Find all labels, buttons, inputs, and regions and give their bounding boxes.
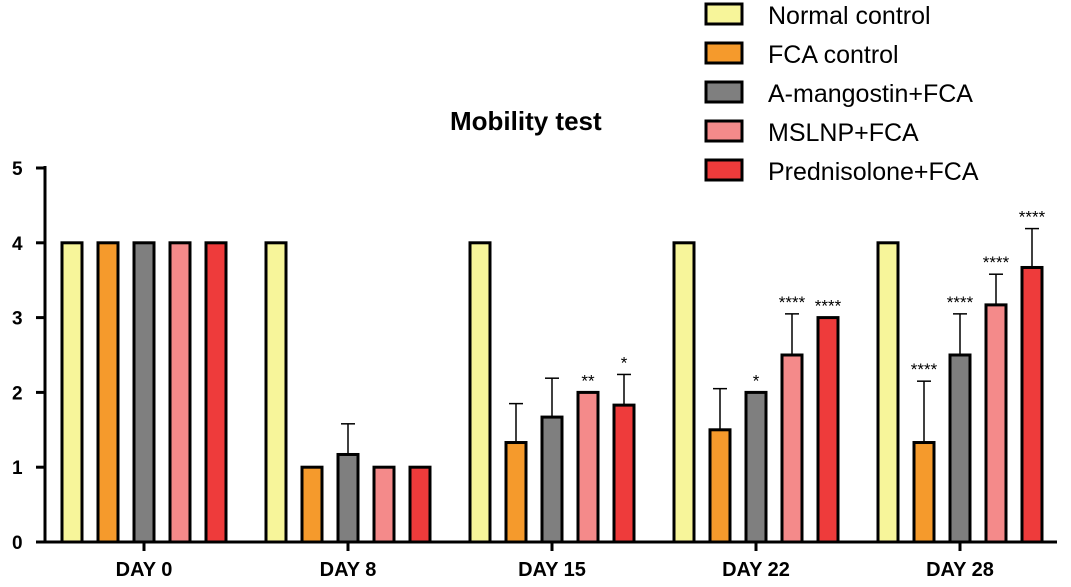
bar bbox=[372, 465, 396, 544]
bar bbox=[612, 403, 636, 544]
legend-label: Normal control bbox=[768, 2, 931, 30]
significance-label: * bbox=[753, 371, 760, 390]
significance-label: **** bbox=[815, 297, 842, 316]
significance-label: **** bbox=[911, 360, 938, 379]
bars: ******** ******************** bbox=[60, 208, 1046, 544]
bar bbox=[408, 465, 432, 544]
legend-swatch bbox=[704, 158, 744, 182]
bar bbox=[912, 441, 936, 544]
x-tick-label: DAY 28 bbox=[926, 559, 994, 581]
x-tick-label: DAY 0 bbox=[116, 559, 173, 581]
y-tick-label: 2 bbox=[12, 383, 23, 404]
legend-swatch bbox=[704, 41, 744, 65]
bar bbox=[744, 390, 768, 544]
bar bbox=[264, 241, 288, 544]
bar bbox=[300, 465, 324, 544]
chart-title: Mobility test bbox=[450, 106, 602, 136]
y-tick-label: 0 bbox=[12, 533, 23, 554]
significance-label: **** bbox=[947, 293, 974, 312]
bar bbox=[540, 415, 564, 544]
y-tick-label: 1 bbox=[12, 458, 23, 479]
legend-label: A-mangostin+FCA bbox=[768, 80, 973, 108]
bar bbox=[336, 452, 360, 544]
legend-label: FCA control bbox=[768, 41, 899, 69]
bar bbox=[984, 303, 1008, 544]
significance-label: ** bbox=[581, 371, 595, 390]
bar bbox=[468, 241, 492, 544]
bar bbox=[708, 428, 732, 544]
bar bbox=[96, 241, 120, 544]
legend-label: Prednisolone+FCA bbox=[768, 158, 979, 186]
significance-label: **** bbox=[983, 253, 1010, 272]
legend: Normal control FCA control A-mangostin+FCA… bbox=[704, 2, 979, 186]
significance-label: * bbox=[621, 353, 628, 372]
significance-label: **** bbox=[779, 293, 806, 312]
y-tick-label: 4 bbox=[12, 234, 23, 255]
legend-label: MSLNP+FCA bbox=[768, 119, 919, 147]
x-tick-label: DAY 8 bbox=[320, 559, 377, 581]
bar bbox=[204, 241, 228, 544]
legend-swatch bbox=[704, 2, 744, 26]
bar bbox=[672, 241, 696, 544]
significance-label: **** bbox=[1019, 208, 1046, 227]
bar bbox=[168, 241, 192, 544]
x-tick-label: DAY 22 bbox=[722, 559, 790, 581]
bar bbox=[576, 390, 600, 544]
x-tick-label: DAY 15 bbox=[518, 559, 586, 581]
bar bbox=[816, 316, 840, 544]
legend-swatch bbox=[704, 80, 744, 104]
bar bbox=[504, 441, 528, 544]
legend-swatch bbox=[704, 119, 744, 143]
bar bbox=[876, 241, 900, 544]
bar bbox=[780, 353, 804, 544]
bar bbox=[60, 241, 84, 544]
bar bbox=[948, 353, 972, 544]
y-tick-label: 5 bbox=[12, 159, 23, 180]
bar bbox=[1020, 265, 1044, 544]
y-tick-label: 3 bbox=[12, 309, 23, 330]
bar bbox=[132, 241, 156, 544]
